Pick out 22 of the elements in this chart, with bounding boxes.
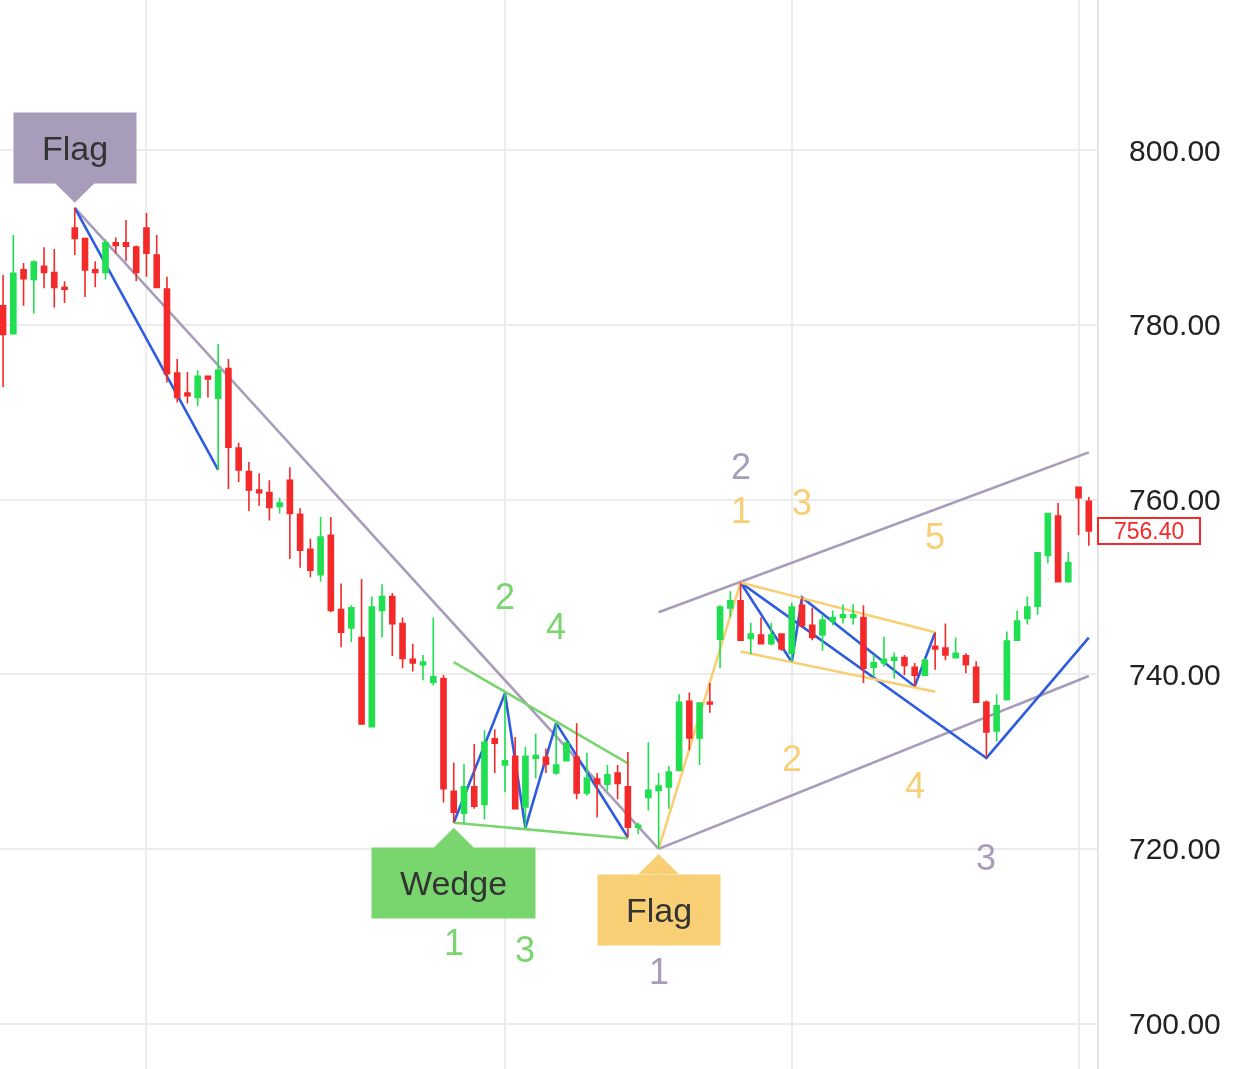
y-tick-label: 780.00	[1129, 308, 1221, 342]
y-tick-label: 800.00	[1129, 133, 1221, 167]
annotation: 1	[649, 951, 670, 992]
text: 756.40	[1113, 518, 1185, 544]
annotation: Wedge	[399, 864, 508, 902]
annotation: 2	[731, 446, 752, 487]
y-tick-label: 760.00	[1129, 483, 1221, 517]
annotation: Flag	[626, 891, 693, 929]
annotation: 4	[546, 606, 567, 647]
annotation: 3	[792, 482, 813, 523]
annotation: 3	[976, 837, 997, 878]
annotation: 1	[731, 490, 752, 531]
annotation: 2	[782, 738, 803, 779]
y-tick-label: 700.00	[1129, 1007, 1221, 1041]
annotation: 4	[905, 765, 926, 806]
annotation: 1	[444, 922, 465, 963]
y-tick-label: 740.00	[1129, 657, 1221, 691]
annotation: Flag	[42, 129, 109, 167]
y-tick-label: 720.00	[1129, 832, 1221, 866]
annotation: 2	[495, 576, 516, 617]
annotation: 3	[515, 929, 536, 970]
annotation: 5	[925, 516, 946, 557]
